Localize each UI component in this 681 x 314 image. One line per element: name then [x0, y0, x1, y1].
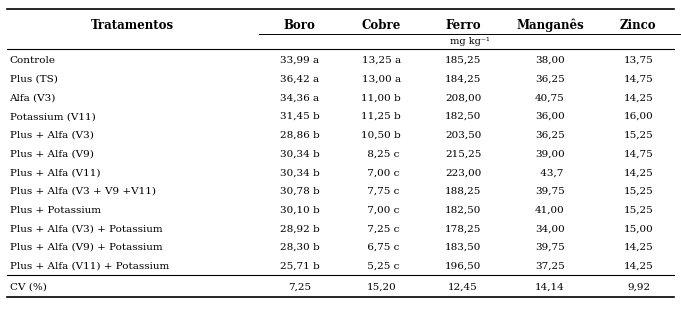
Text: Plus (TS): Plus (TS)	[10, 75, 57, 84]
Text: Manganês: Manganês	[516, 19, 584, 32]
Text: 36,42 a: 36,42 a	[280, 75, 319, 84]
Text: Zinco: Zinco	[620, 19, 656, 32]
Text: 178,25: 178,25	[445, 224, 481, 233]
Text: 36,25: 36,25	[535, 75, 565, 84]
Text: 185,25: 185,25	[445, 56, 481, 65]
Text: 182,50: 182,50	[445, 206, 481, 214]
Text: 31,45 b: 31,45 b	[280, 112, 319, 121]
Text: Plus + Alfa (V3) + Potassium: Plus + Alfa (V3) + Potassium	[10, 224, 162, 233]
Text: 13,25 a: 13,25 a	[362, 56, 401, 65]
Text: 43,7: 43,7	[537, 168, 563, 177]
Text: Cobre: Cobre	[362, 19, 401, 32]
Text: 34,00: 34,00	[535, 224, 565, 233]
Text: 15,25: 15,25	[624, 206, 653, 214]
Text: 215,25: 215,25	[445, 149, 481, 159]
Text: 30,34 b: 30,34 b	[280, 149, 319, 159]
Text: 39,75: 39,75	[535, 187, 565, 196]
Text: 15,00: 15,00	[624, 224, 653, 233]
Text: 28,92 b: 28,92 b	[280, 224, 319, 233]
Text: 8,25 c: 8,25 c	[364, 149, 399, 159]
Text: 39,75: 39,75	[535, 243, 565, 252]
Text: Alfa (V3): Alfa (V3)	[10, 94, 56, 102]
Text: 40,75: 40,75	[535, 94, 565, 102]
Text: 12,45: 12,45	[448, 283, 478, 291]
Text: Plus + Alfa (V9) + Potassium: Plus + Alfa (V9) + Potassium	[10, 243, 162, 252]
Text: Plus + Potassium: Plus + Potassium	[10, 206, 101, 214]
Text: 13,00 a: 13,00 a	[362, 75, 401, 84]
Text: 208,00: 208,00	[445, 94, 481, 102]
Text: 9,92: 9,92	[627, 283, 650, 291]
Text: Potassium (V11): Potassium (V11)	[10, 112, 95, 121]
Text: 6,75 c: 6,75 c	[364, 243, 399, 252]
Text: Plus + Alfa (V3): Plus + Alfa (V3)	[10, 131, 93, 140]
Text: 14,25: 14,25	[624, 262, 653, 271]
Text: CV (%): CV (%)	[10, 283, 46, 291]
Text: Plus + Alfa (V11) + Potassium: Plus + Alfa (V11) + Potassium	[10, 262, 169, 271]
Text: 25,71 b: 25,71 b	[280, 262, 319, 271]
Text: 37,25: 37,25	[535, 262, 565, 271]
Text: Ferro: Ferro	[445, 19, 481, 32]
Text: 188,25: 188,25	[445, 187, 481, 196]
Text: 11,25 b: 11,25 b	[362, 112, 401, 121]
Text: 14,25: 14,25	[624, 243, 653, 252]
Text: 14,25: 14,25	[624, 94, 653, 102]
Text: 41,00: 41,00	[535, 206, 565, 214]
Text: 28,30 b: 28,30 b	[280, 243, 319, 252]
Text: 7,25: 7,25	[288, 283, 311, 291]
Text: 7,25 c: 7,25 c	[364, 224, 399, 233]
Text: 7,75 c: 7,75 c	[364, 187, 399, 196]
Text: Plus + Alfa (V9): Plus + Alfa (V9)	[10, 149, 93, 159]
Text: 183,50: 183,50	[445, 243, 481, 252]
Text: 196,50: 196,50	[445, 262, 481, 271]
Text: Controle: Controle	[10, 56, 56, 65]
Text: 10,50 b: 10,50 b	[362, 131, 401, 140]
Text: 30,10 b: 30,10 b	[280, 206, 319, 214]
Text: 7,00 c: 7,00 c	[364, 206, 399, 214]
Text: 39,00: 39,00	[535, 149, 565, 159]
Text: 33,99 a: 33,99 a	[280, 56, 319, 65]
Text: 182,50: 182,50	[445, 112, 481, 121]
Text: Plus + Alfa (V3 + V9 +V11): Plus + Alfa (V3 + V9 +V11)	[10, 187, 155, 196]
Text: 28,86 b: 28,86 b	[280, 131, 319, 140]
Text: 30,34 b: 30,34 b	[280, 168, 319, 177]
Text: 15,20: 15,20	[366, 283, 396, 291]
Text: 14,75: 14,75	[624, 149, 653, 159]
Text: Boro: Boro	[284, 19, 315, 32]
Text: 15,25: 15,25	[624, 131, 653, 140]
Text: Tratamentos: Tratamentos	[91, 19, 174, 32]
Text: 14,25: 14,25	[624, 168, 653, 177]
Text: 203,50: 203,50	[445, 131, 481, 140]
Text: mg kg⁻¹: mg kg⁻¹	[450, 37, 490, 46]
Text: 15,25: 15,25	[624, 187, 653, 196]
Text: 38,00: 38,00	[535, 56, 565, 65]
Text: 14,75: 14,75	[624, 75, 653, 84]
Text: Plus + Alfa (V11): Plus + Alfa (V11)	[10, 168, 100, 177]
Text: 30,78 b: 30,78 b	[280, 187, 319, 196]
Text: 16,00: 16,00	[624, 112, 653, 121]
Text: 36,25: 36,25	[535, 131, 565, 140]
Text: 11,00 b: 11,00 b	[362, 94, 401, 102]
Text: 5,25 c: 5,25 c	[364, 262, 399, 271]
Text: 13,75: 13,75	[624, 56, 653, 65]
Text: 184,25: 184,25	[445, 75, 481, 84]
Text: 223,00: 223,00	[445, 168, 481, 177]
Text: 14,14: 14,14	[535, 283, 565, 291]
Text: 36,00: 36,00	[535, 112, 565, 121]
Text: 34,36 a: 34,36 a	[280, 94, 319, 102]
Text: 7,00 c: 7,00 c	[364, 168, 399, 177]
